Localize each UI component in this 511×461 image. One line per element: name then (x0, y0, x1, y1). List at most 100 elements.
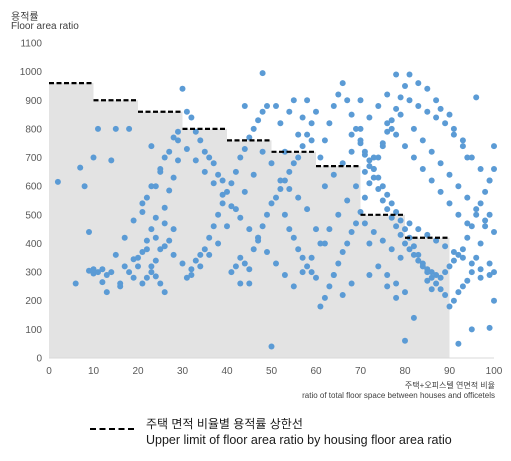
data-point-23 (143, 237, 150, 244)
data-point-2 (81, 183, 88, 190)
data-point-291 (326, 226, 333, 233)
data-point-293 (344, 197, 351, 204)
data-point-174 (450, 257, 457, 264)
data-point-91 (273, 194, 279, 201)
data-point-53 (183, 108, 190, 115)
data-point-111 (299, 114, 306, 121)
data-point-65 (197, 251, 204, 258)
data-point-103 (241, 103, 248, 109)
data-point-313 (437, 160, 444, 167)
data-point-255 (215, 240, 222, 247)
data-point-28 (170, 174, 177, 181)
data-point-218 (424, 85, 431, 92)
data-point-326 (459, 254, 466, 261)
data-point-20 (121, 263, 128, 270)
data-point-248 (277, 177, 284, 184)
data-point-280 (228, 203, 235, 210)
data-point-143 (402, 83, 408, 89)
data-point-263 (143, 246, 150, 253)
data-point-15 (90, 266, 97, 273)
data-point-39 (152, 257, 159, 264)
data-point-24 (148, 226, 155, 233)
data-point-339 (366, 240, 373, 247)
data-point-198 (428, 274, 435, 281)
x-tick-label-1: 10 (88, 366, 100, 377)
data-point-160 (388, 214, 395, 221)
y-axis-label-english: Floor area ratio (11, 21, 79, 32)
legend-label-korean: 주택 면적 비율별 용적률 상한선 (146, 417, 303, 431)
data-point-258 (188, 272, 195, 278)
data-point-269 (130, 217, 137, 224)
data-point-58 (206, 154, 213, 161)
data-point-17 (108, 269, 115, 276)
data-point-315 (455, 183, 462, 190)
data-point-104 (237, 280, 244, 287)
data-point-125 (321, 294, 328, 301)
data-point-275 (183, 146, 190, 152)
data-point-207 (388, 200, 395, 207)
data-point-120 (299, 254, 306, 261)
data-point-211 (370, 166, 377, 172)
data-point-332 (379, 237, 386, 244)
data-point-277 (201, 168, 208, 175)
data-point-149 (339, 80, 346, 87)
data-point-51 (175, 128, 181, 135)
data-point-324 (442, 243, 449, 250)
data-point-213 (361, 148, 368, 155)
data-point-96 (295, 154, 302, 161)
data-point-152 (353, 125, 359, 132)
data-point-278 (210, 180, 217, 187)
data-point-50 (170, 134, 177, 141)
data-point-72 (228, 180, 235, 187)
data-point-126 (326, 283, 333, 290)
data-point-145 (321, 137, 328, 144)
data-point-310 (410, 125, 417, 132)
data-point-304 (442, 120, 449, 127)
data-point-114 (273, 103, 279, 109)
data-point-141 (393, 105, 400, 112)
data-point-191 (459, 283, 466, 290)
data-point-205 (397, 217, 404, 224)
shade-band-5 (271, 151, 316, 358)
data-point-166 (415, 257, 422, 264)
data-point-345 (428, 177, 435, 184)
data-point-189 (468, 269, 475, 276)
data-point-100 (313, 108, 319, 115)
data-point-340 (384, 120, 391, 127)
data-point-347 (446, 200, 453, 207)
data-point-282 (246, 226, 253, 233)
data-point-266 (117, 280, 124, 287)
data-point-179 (473, 211, 480, 218)
data-point-150 (344, 97, 351, 104)
data-point-36 (139, 280, 146, 287)
data-point-76 (246, 134, 253, 141)
data-point-343 (410, 154, 417, 161)
data-point-317 (473, 206, 480, 213)
data-point-188 (473, 254, 480, 261)
data-point-338 (402, 289, 408, 296)
x-tick-label-2: 20 (132, 366, 144, 377)
data-point-295 (361, 168, 368, 175)
data-point-312 (428, 148, 435, 155)
data-point-68 (210, 223, 217, 230)
data-point-289 (308, 254, 315, 261)
data-point-137 (375, 154, 382, 161)
data-point-16 (99, 279, 106, 286)
data-point-81 (228, 269, 235, 276)
data-point-253 (232, 206, 239, 213)
data-point-284 (264, 249, 270, 255)
data-point-165 (410, 251, 417, 258)
y-tick-label-7: 700 (25, 153, 42, 164)
data-point-11 (90, 270, 97, 277)
shade-band-2 (138, 111, 183, 359)
data-point-123 (313, 274, 319, 281)
y-tick-label-0: 0 (36, 354, 42, 365)
data-point-92 (277, 186, 284, 192)
data-point-197 (433, 280, 440, 287)
data-point-344 (419, 166, 426, 172)
data-point-178 (468, 223, 475, 230)
data-point-158 (379, 197, 386, 204)
data-point-302 (424, 108, 431, 115)
data-point-215 (393, 71, 400, 78)
